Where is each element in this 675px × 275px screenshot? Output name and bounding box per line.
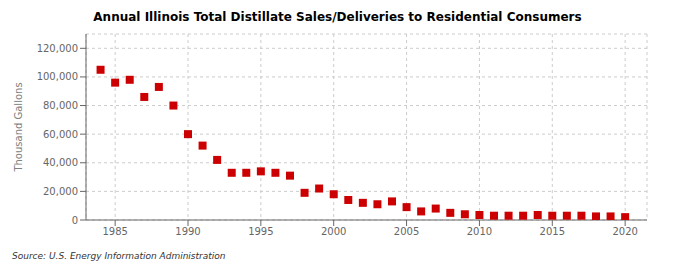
svg-text:80,000: 80,000 — [43, 100, 78, 111]
svg-text:2000: 2000 — [321, 226, 346, 237]
svg-text:1995: 1995 — [248, 226, 273, 237]
svg-text:Thousand Gallons: Thousand Gallons — [13, 82, 24, 172]
html-text:Source: U.S. Energy Informatio: Source: U.S. Energy Information Administ… — [12, 251, 226, 261]
svg-text:40,000: 40,000 — [43, 157, 78, 168]
svg-text:60,000: 60,000 — [43, 129, 78, 140]
svg-text:2020: 2020 — [612, 226, 637, 237]
svg-text:100,000: 100,000 — [37, 71, 78, 82]
svg-text:120,000: 120,000 — [37, 43, 78, 54]
svg-text:1990: 1990 — [175, 226, 200, 237]
svg-text:20,000: 20,000 — [43, 186, 78, 197]
html-text:Annual Illinois Total Distilla: Annual Illinois Total Distillate Sales/D… — [93, 10, 582, 24]
svg-text:2015: 2015 — [540, 226, 565, 237]
svg-text:1985: 1985 — [102, 226, 127, 237]
svg-text:0: 0 — [72, 215, 78, 226]
svg-text:2010: 2010 — [467, 226, 492, 237]
svg-text:2005: 2005 — [394, 226, 419, 237]
